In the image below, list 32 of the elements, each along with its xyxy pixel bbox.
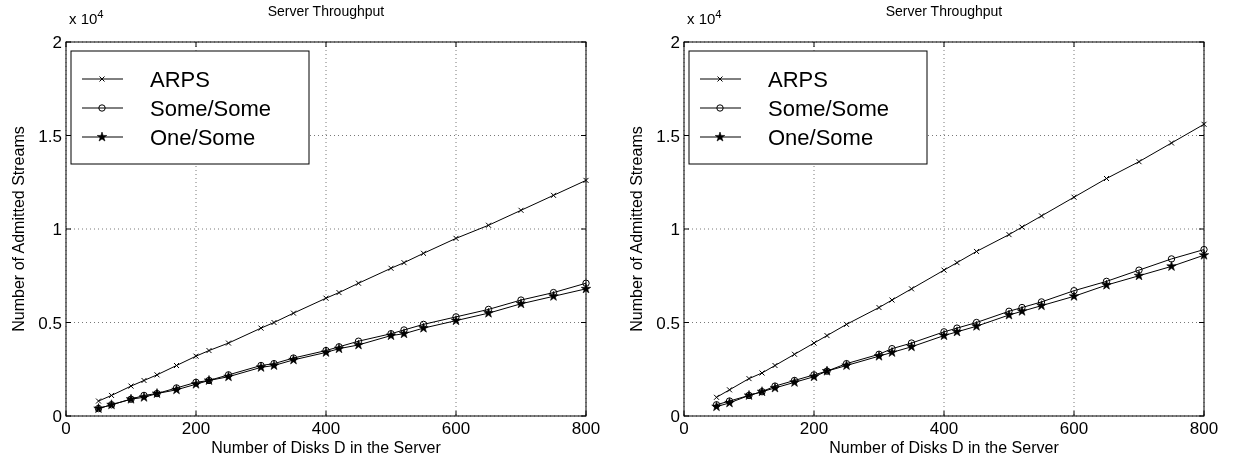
y-tick-label: 0 [670,407,680,426]
x-tick-label: 400 [311,419,341,438]
legend-label: One/Some [768,125,874,150]
x-tick-label: 200 [799,419,829,438]
legend-label: Some/Some [768,96,890,121]
x-tick-label: 600 [1059,419,1089,438]
chart-title: Server Throughput [267,3,385,19]
y-tick-label: 1.5 [38,126,62,146]
y-tick-label: 0.5 [38,313,62,333]
chart-title: Server Throughput [885,3,1003,19]
text: x 10$^{4}$ [69,8,104,27]
y-tick-label: 2 [670,33,680,52]
y-tick-label: 1.5 [656,126,680,146]
y-tick-label: 0 [52,407,62,426]
y-axis-title: Number of Admitted Streams [10,126,27,332]
x-tick-label: 800 [571,419,601,438]
x-tick-label: 600 [441,419,471,438]
x-tick-label: 800 [1189,419,1219,438]
x-tick-label: 200 [181,419,211,438]
x-tick-label: 400 [929,419,959,438]
legend-label: ARPS [768,67,828,92]
legend-label: ARPS [150,67,210,92]
y-tick-label: 2 [52,33,62,52]
y-tick-label: 1 [670,220,680,239]
legend-label: One/Some [150,125,256,150]
y-tick-label: 0.5 [656,313,680,333]
text: x 10$^{4}$ [687,8,722,27]
y-axis-title: Number of Admitted Streams [628,126,645,332]
x-axis-title: Number of Disks D in the Server [211,439,442,456]
x-axis-title: Number of Disks D in the Server [829,439,1060,456]
y-tick-label: 1 [52,220,62,239]
legend-label: Some/Some [150,96,272,121]
